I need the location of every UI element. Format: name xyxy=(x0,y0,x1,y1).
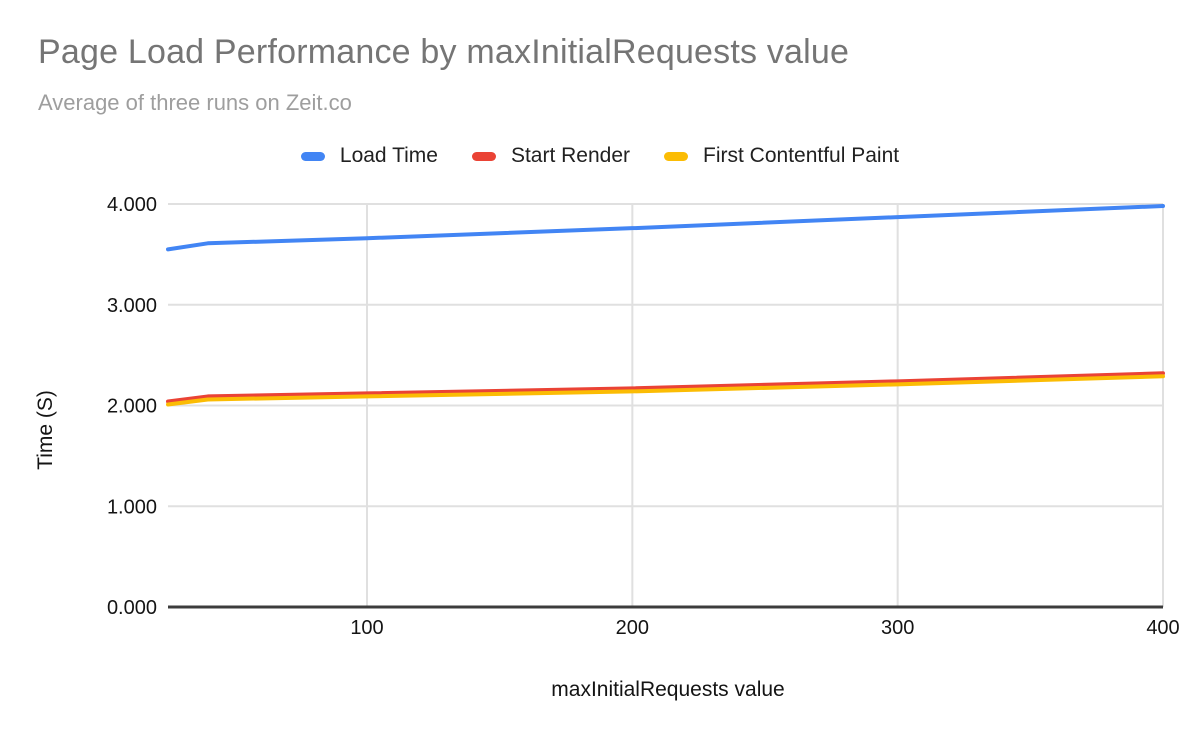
legend-swatch-load-time-icon xyxy=(300,151,325,161)
y-tick-label: 0.000 xyxy=(107,597,157,619)
legend: Load Time Start Render First Contentful … xyxy=(0,143,1200,169)
legend-swatch-start-render-icon xyxy=(471,151,496,161)
x-axis-title: maxInitialRequests value xyxy=(551,678,784,701)
legend-item-first-contentful-paint: First Contentful Paint xyxy=(664,144,899,168)
legend-item-start-render: Start Render xyxy=(471,144,631,168)
legend-label-first-contentful-paint: First Contentful Paint xyxy=(703,144,900,167)
x-tick-label: 100 xyxy=(350,617,383,639)
legend-label-start-render: Start Render xyxy=(510,144,631,167)
x-tick-label: 300 xyxy=(881,617,914,639)
chart-subtitle: Average of three runs on Zeit.co xyxy=(38,90,352,115)
x-tick-label: 400 xyxy=(1146,617,1179,639)
legend-label-load-time: Load Time xyxy=(339,144,438,167)
series-line-0 xyxy=(166,204,1165,252)
y-tick-label: 3.000 xyxy=(107,295,157,317)
legend-swatch-first-contentful-paint-icon xyxy=(664,151,689,161)
y-tick-label: 4.000 xyxy=(107,194,157,216)
y-axis-title: Time (S) xyxy=(34,390,57,470)
legend-item-load-time: Load Time xyxy=(300,144,438,168)
series-line-1 xyxy=(166,371,1165,404)
y-tick-label: 2.000 xyxy=(107,396,157,418)
x-tick-label: 200 xyxy=(616,617,649,639)
series-line-2 xyxy=(166,374,1165,407)
chart-title: Page Load Performance by maxInitialReque… xyxy=(38,33,850,71)
y-tick-label: 1.000 xyxy=(107,496,157,518)
